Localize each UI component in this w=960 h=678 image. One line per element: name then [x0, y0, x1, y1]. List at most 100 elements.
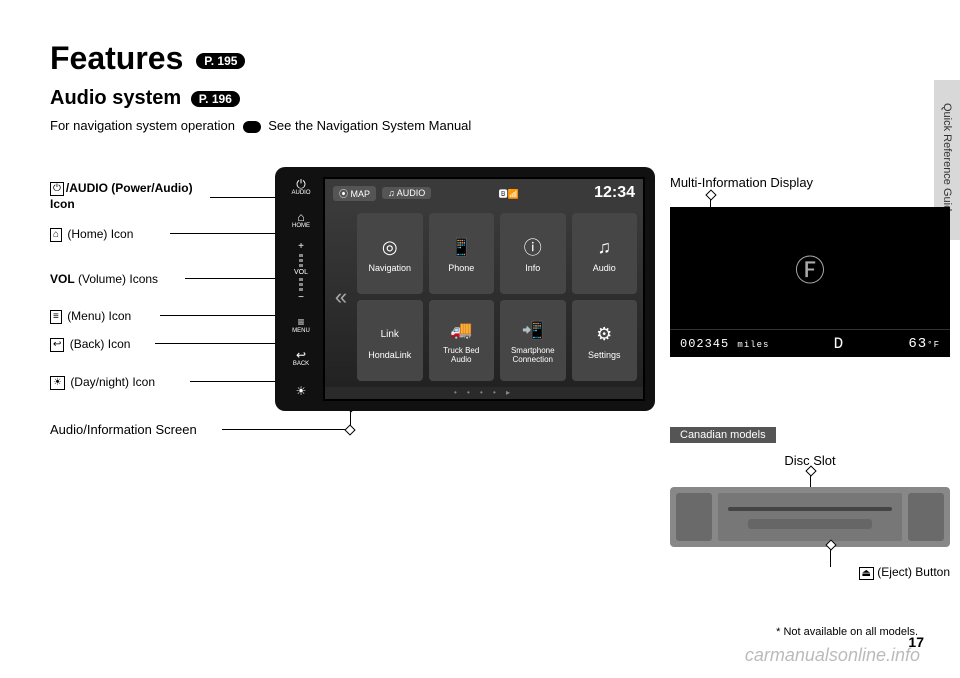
- tile-label: Navigation: [368, 263, 411, 273]
- home-icon: ⌂: [50, 228, 62, 242]
- hu-audio-txt: AUDIO: [291, 190, 310, 196]
- head-unit: ⏻ AUDIO ⌂ HOME + VOL −: [275, 167, 655, 411]
- h2-text: Audio system: [50, 87, 181, 109]
- daynight-icon: ☀: [50, 376, 65, 390]
- hu-menu-icon: ≡: [297, 316, 304, 328]
- label-home: ⌂ (Home) Icon: [50, 227, 133, 243]
- page-title: Features P. 195: [50, 40, 910, 77]
- mid-center-icon: Ⓕ: [670, 207, 950, 329]
- temp: 63°F: [908, 336, 940, 352]
- menu-icon: ≡: [50, 310, 62, 324]
- navigation-icon: ◎: [377, 234, 403, 260]
- tile-audio[interactable]: ♫ Audio: [572, 213, 638, 294]
- h2-pill: P. 196: [191, 91, 240, 107]
- tile-label: Smartphone Connection: [511, 346, 555, 364]
- label-daynight: ☀ (Day/night) Icon: [50, 375, 155, 391]
- truck-icon: 🚚: [448, 317, 474, 343]
- hu-vol-bar: [299, 278, 303, 281]
- tile-truckbed[interactable]: 🚚 Truck Bed Audio: [429, 300, 495, 381]
- gear-indicator: D: [834, 335, 845, 353]
- odometer: 002345 miles: [680, 337, 769, 351]
- hu-menu-button[interactable]: ≡ MENU: [283, 313, 319, 336]
- hu-vol-txt: VOL: [294, 269, 308, 276]
- tile-hondalink[interactable]: Link HondaLink: [357, 300, 423, 381]
- label-menu: ≡ (Menu) Icon: [50, 309, 131, 325]
- leader-power: [210, 197, 285, 198]
- hu-back-icon: ↩: [296, 349, 306, 361]
- tile-label: Settings: [588, 350, 621, 360]
- settings-icon: ⚙: [591, 321, 617, 347]
- leader-audio-screen-h: [222, 429, 350, 430]
- tile-label: Audio: [593, 263, 616, 273]
- tile-phone[interactable]: 📱Phone: [429, 213, 495, 294]
- back-icon: ↩: [50, 338, 64, 352]
- tile-label: Truck Bed Audio: [443, 346, 479, 364]
- tile-navigation[interactable]: ◎ Navigation: [357, 213, 423, 294]
- leader-back: [155, 343, 285, 344]
- smartphone-icon: 📲: [520, 317, 546, 343]
- label-vol-text: (Volume) Icons: [75, 272, 158, 286]
- power-icon: ⏻: [50, 182, 64, 196]
- temp-value: 63: [908, 336, 927, 352]
- leader-vol: [185, 278, 285, 279]
- tile-smartphone[interactable]: 📲 Smartphone Connection: [500, 300, 566, 381]
- bt-icon: 🅱📶: [499, 187, 519, 200]
- audio-icon: ♫: [591, 234, 617, 260]
- eject-button[interactable]: [748, 519, 872, 529]
- label-back: ↩ (Back) Icon: [50, 337, 130, 353]
- tile-settings[interactable]: ⚙ Settings: [572, 300, 638, 381]
- hu-audio-icon: ⏻: [296, 178, 306, 190]
- hu-audio-button[interactable]: ⏻ AUDIO: [283, 175, 319, 198]
- label-menu-text: (Menu) Icon: [67, 309, 131, 323]
- tab-map[interactable]: ⦿ MAP: [333, 186, 376, 201]
- disc-center: [718, 493, 902, 541]
- hu-daynight-icon: ☀: [296, 385, 307, 397]
- clock: 12:34: [594, 184, 635, 202]
- audio-info-screen[interactable]: ⦿ MAP ♫ AUDIO 🅱📶 12:34 « ◎ Navigation 📱Ph…: [323, 177, 645, 401]
- hu-vol-minus-icon: −: [298, 293, 304, 303]
- leader-eject: [830, 545, 831, 567]
- hu-vol-control[interactable]: + VOL −: [283, 242, 319, 303]
- hu-home-icon: ⌂: [297, 211, 304, 223]
- odo-value: 002345: [680, 337, 729, 351]
- section-title: Audio system P. 196: [50, 87, 910, 110]
- hu-vol-bar: [299, 254, 303, 257]
- h1-pill: P. 195: [196, 53, 245, 69]
- phone-icon: 📱: [448, 234, 474, 260]
- mid-label: Multi-Information Display: [670, 175, 813, 190]
- hu-vol-bar: [299, 259, 303, 262]
- canadian-badge: Canadian models: [670, 427, 776, 443]
- hu-home-button[interactable]: ⌂ HOME: [283, 208, 319, 231]
- hondalink-icon: Link: [377, 321, 403, 347]
- label-power-text: /AUDIO (Power/Audio) Icon: [50, 181, 193, 211]
- hu-back-txt: BACK: [293, 361, 309, 367]
- speaker-left: [676, 493, 712, 541]
- odo-unit: miles: [737, 340, 769, 350]
- label-home-text: (Home) Icon: [67, 227, 133, 241]
- label-audio-screen: Audio/Information Screen: [50, 422, 197, 437]
- hu-back-button[interactable]: ↩ BACK: [283, 346, 319, 369]
- tile-label: HondaLink: [368, 350, 411, 360]
- info-icon: ⓘ: [520, 234, 546, 260]
- eject-icon: ⏏: [859, 567, 874, 580]
- disc-unit: [670, 487, 950, 547]
- tab-audio[interactable]: ♫ AUDIO: [382, 187, 431, 199]
- status-bar: ⦿ MAP ♫ AUDIO 🅱📶 12:34: [325, 179, 643, 207]
- subtitle: For navigation system operation See the …: [50, 118, 910, 133]
- leader-daynight: [190, 381, 285, 382]
- subtitle-a: For navigation system operation: [50, 118, 235, 133]
- footnote: * Not available on all models.: [776, 626, 918, 638]
- hu-daynight-button[interactable]: ☀: [283, 380, 319, 403]
- eject-label-text: (Eject) Button: [877, 565, 950, 579]
- mid-bottom: 002345 miles D 63°F: [670, 329, 950, 357]
- label-vol: VOL (Volume) Icons: [50, 272, 158, 288]
- watermark: carmanualsonline.info: [745, 645, 920, 666]
- hu-vol-bar: [299, 264, 303, 267]
- chevron-left-icon[interactable]: «: [331, 213, 351, 381]
- h1-text: Features: [50, 40, 183, 76]
- page-dots: • • • • ▸: [325, 388, 643, 397]
- multi-info-display: Ⓕ 002345 miles D 63°F: [670, 207, 950, 357]
- hu-vol-plus-icon: +: [298, 242, 304, 252]
- subtitle-b: See the Navigation System Manual: [268, 118, 471, 133]
- tile-info[interactable]: ⓘInfo: [500, 213, 566, 294]
